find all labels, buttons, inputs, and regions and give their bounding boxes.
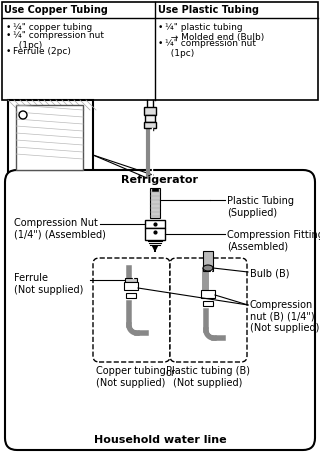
Text: Plastic Tubing
(Supplied): Plastic Tubing (Supplied) (227, 196, 294, 217)
Bar (150, 188, 160, 218)
Text: ¼" compression nut
  (1pc): ¼" compression nut (1pc) (13, 31, 104, 50)
Bar (145, 228, 165, 240)
Text: •: • (6, 47, 12, 56)
Text: Bulb (B): Bulb (B) (250, 268, 290, 278)
Bar (125, 278, 137, 282)
Bar (203, 301, 213, 306)
Text: •: • (6, 23, 12, 32)
Text: ¼" compression nut
  (1pc): ¼" compression nut (1pc) (165, 39, 256, 59)
Text: or: or (165, 368, 175, 378)
Circle shape (19, 111, 27, 119)
Text: Use Plastic Tubing: Use Plastic Tubing (158, 5, 259, 15)
Bar (16, 105, 83, 170)
FancyBboxPatch shape (5, 170, 315, 450)
Text: Compression
nut (B) (1/4")
(Not supplied): Compression nut (B) (1/4") (Not supplied… (250, 300, 319, 333)
Text: •: • (158, 39, 164, 48)
Text: Refrigerator: Refrigerator (122, 175, 198, 185)
Bar (124, 282, 138, 290)
Ellipse shape (203, 265, 213, 271)
Text: ¼" copper tubing: ¼" copper tubing (13, 23, 92, 32)
Bar (145, 115, 155, 122)
Bar (145, 220, 165, 228)
Bar (8, 100, 93, 175)
Text: Household water line: Household water line (94, 435, 226, 445)
Bar (144, 107, 156, 115)
Text: Compression Fitting
(Assembled): Compression Fitting (Assembled) (227, 230, 320, 252)
Bar (126, 293, 136, 298)
Text: •: • (158, 23, 164, 32)
Text: Plastic tubing (B)
(Not supplied): Plastic tubing (B) (Not supplied) (166, 366, 250, 388)
Text: Ferrule
(Not supplied): Ferrule (Not supplied) (14, 273, 84, 295)
FancyBboxPatch shape (170, 258, 247, 362)
Bar (144, 122, 156, 128)
Text: Ferrule (2pc): Ferrule (2pc) (13, 47, 71, 56)
Text: ¼" plastic tubing
  → Molded end (Bulb): ¼" plastic tubing → Molded end (Bulb) (165, 23, 264, 42)
Text: Use Copper Tubing: Use Copper Tubing (4, 5, 108, 15)
Text: Compression Nut
(1/4") (Assembled): Compression Nut (1/4") (Assembled) (14, 218, 106, 240)
FancyBboxPatch shape (93, 258, 170, 362)
Bar (203, 251, 213, 271)
Text: Copper tubing
(Not supplied): Copper tubing (Not supplied) (96, 366, 166, 388)
Bar (152, 188, 158, 191)
Bar (201, 290, 215, 298)
Bar (2, 2, 318, 100)
Text: •: • (6, 31, 12, 40)
